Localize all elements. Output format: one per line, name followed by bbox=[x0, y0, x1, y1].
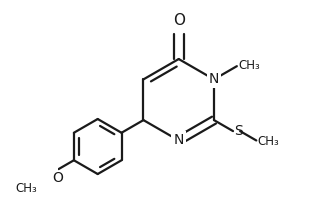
Text: CH₃: CH₃ bbox=[239, 59, 260, 72]
Text: CH₃: CH₃ bbox=[258, 135, 279, 148]
Text: N: N bbox=[209, 72, 219, 86]
Text: N: N bbox=[173, 133, 184, 148]
Text: O: O bbox=[52, 171, 63, 185]
Text: CH₃: CH₃ bbox=[16, 182, 37, 195]
Text: O: O bbox=[173, 12, 185, 28]
Text: S: S bbox=[234, 124, 243, 138]
